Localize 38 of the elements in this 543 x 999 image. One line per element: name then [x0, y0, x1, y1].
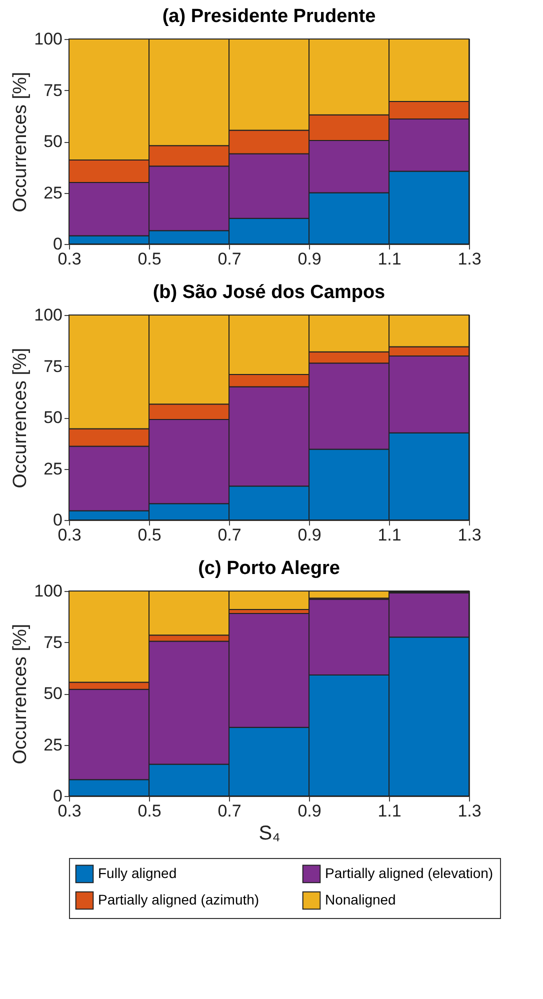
y-tick-label: 75 — [44, 632, 62, 652]
x-tick-label: 0.9 — [298, 250, 322, 268]
y-tick-label: 25 — [44, 183, 62, 202]
x-tick-label: 0.5 — [138, 802, 162, 820]
x-tick-label: 0.5 — [138, 250, 162, 268]
y-tick-label: 75 — [44, 80, 62, 100]
x-tick-label: 1.3 — [458, 250, 482, 268]
legend-label: Nonaligned — [325, 892, 396, 908]
x-tick-label: 1.1 — [378, 250, 402, 268]
x-tick-label: 0.7 — [218, 802, 242, 820]
x-tick-label: 0.9 — [298, 526, 322, 544]
y-tick-label: 50 — [44, 684, 62, 703]
y-tick-label: 25 — [44, 735, 62, 754]
chart-title: (b) São José dos Campos — [152, 282, 386, 303]
x-tick-label: 1.1 — [378, 802, 402, 820]
legend-label: Fully aligned — [98, 864, 177, 881]
y-tick-label: 100 — [34, 30, 62, 48]
y-tick-label: 100 — [34, 306, 62, 324]
x-tick-label: 0.7 — [218, 526, 242, 544]
chart-title: (a) Presidente Prudente — [162, 6, 376, 27]
y-axis-title: Occurrences [%] — [10, 624, 32, 764]
x-tick-label: 1.1 — [378, 526, 402, 544]
x-tick-label: 0.5 — [138, 526, 162, 544]
y-axis-title: Occurrences [%] — [10, 72, 32, 212]
y-tick-label: 75 — [44, 356, 62, 376]
legend-label: Partially aligned (elevation) — [325, 864, 494, 881]
x-tick-label: 0.9 — [298, 802, 322, 820]
x-tick-label: 1.3 — [458, 802, 482, 820]
x-tick-label: 1.3 — [458, 526, 482, 544]
y-tick-label: 50 — [44, 132, 62, 151]
x-tick-label: 0.7 — [218, 250, 242, 268]
chart-title: (c) Porto Alegre — [198, 558, 340, 579]
y-axis-title: Occurrences [%] — [10, 348, 32, 488]
legend-label: Partially aligned (azimuth) — [98, 892, 260, 908]
y-tick-label: 50 — [44, 408, 62, 427]
y-tick-label: 100 — [34, 582, 62, 600]
y-tick-label: 25 — [44, 459, 62, 478]
x-axis-title: S₄ — [258, 822, 280, 844]
